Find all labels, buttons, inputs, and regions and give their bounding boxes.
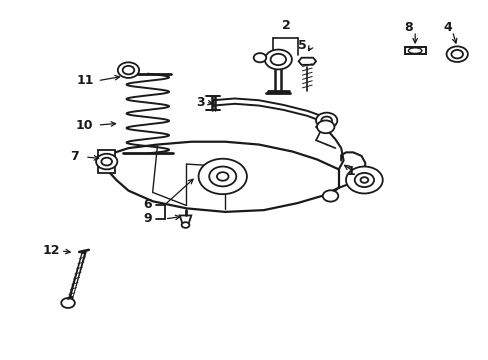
- Text: 6: 6: [143, 198, 152, 211]
- Text: 5: 5: [298, 39, 306, 52]
- Circle shape: [101, 158, 112, 166]
- Circle shape: [450, 50, 462, 58]
- Text: 11: 11: [76, 74, 94, 87]
- Circle shape: [315, 113, 337, 128]
- Text: 12: 12: [42, 244, 60, 257]
- Text: 3: 3: [195, 95, 204, 108]
- Circle shape: [354, 173, 373, 187]
- Text: 8: 8: [404, 21, 412, 34]
- Text: 1: 1: [346, 165, 354, 177]
- Circle shape: [253, 53, 265, 62]
- Circle shape: [209, 167, 236, 186]
- Text: 7: 7: [70, 150, 79, 163]
- Circle shape: [96, 154, 117, 169]
- Circle shape: [217, 172, 228, 181]
- Text: 2: 2: [282, 19, 290, 32]
- Circle shape: [270, 54, 285, 65]
- Circle shape: [346, 167, 382, 193]
- Ellipse shape: [407, 48, 421, 54]
- Circle shape: [446, 46, 467, 62]
- Polygon shape: [180, 215, 191, 224]
- Text: 10: 10: [75, 118, 93, 131]
- Circle shape: [118, 62, 139, 78]
- Circle shape: [360, 177, 367, 183]
- Circle shape: [316, 121, 334, 133]
- Circle shape: [321, 117, 331, 124]
- Circle shape: [61, 298, 75, 308]
- Circle shape: [122, 66, 134, 75]
- Circle shape: [198, 159, 246, 194]
- Circle shape: [264, 50, 291, 69]
- Text: 9: 9: [143, 212, 152, 225]
- Circle shape: [181, 222, 189, 228]
- Polygon shape: [98, 150, 115, 173]
- Polygon shape: [298, 58, 315, 65]
- Circle shape: [322, 190, 338, 202]
- Text: 4: 4: [442, 21, 451, 34]
